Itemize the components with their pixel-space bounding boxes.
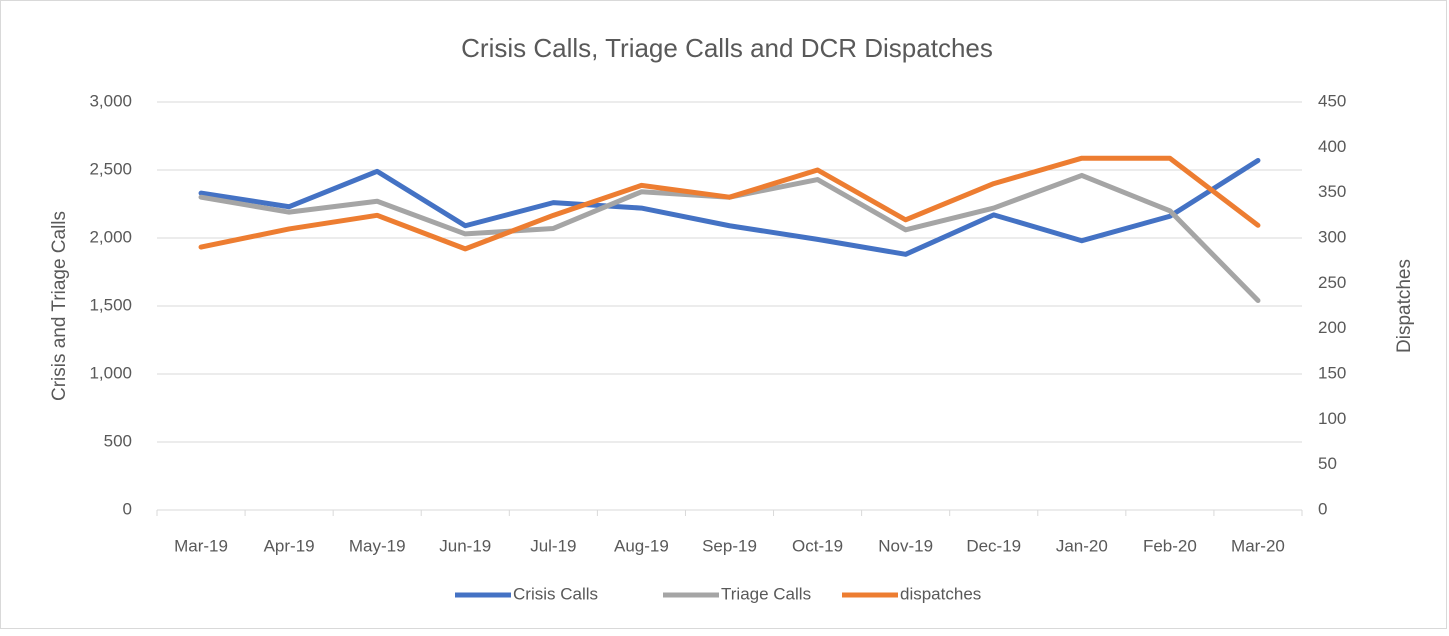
x-tick-label: Aug-19 [614, 536, 669, 555]
chart-title: Crisis Calls, Triage Calls and DCR Dispa… [461, 33, 993, 63]
x-tick-label: Dec-19 [966, 536, 1021, 555]
y2-tick-label: 450 [1318, 91, 1346, 110]
y-tick-label: 1,000 [89, 363, 132, 382]
y2-tick-label: 100 [1318, 409, 1346, 428]
series-line [198, 157, 1261, 257]
y2-tick-label: 0 [1318, 499, 1327, 518]
y-tick-label: 1,500 [89, 295, 132, 314]
y2-tick-label: 200 [1318, 318, 1346, 337]
x-tick-label: Jun-19 [439, 536, 491, 555]
legend-label: Crisis Calls [513, 584, 598, 603]
x-tick-label: Feb-20 [1143, 536, 1197, 555]
y2-tick-label: 250 [1318, 273, 1346, 292]
y2-tick-label: 400 [1318, 137, 1346, 156]
y-tick-label: 500 [104, 431, 132, 450]
x-tick-label: Sep-19 [702, 536, 757, 555]
y2-tick-label: 150 [1318, 363, 1346, 382]
x-tick-label: Apr-19 [264, 536, 315, 555]
y2-tick-label: 350 [1318, 182, 1346, 201]
y-tick-label: 2,000 [89, 227, 132, 246]
x-tick-label: Nov-19 [878, 536, 933, 555]
y-axis-title: Crisis and Triage Calls [49, 211, 70, 401]
x-tick-label: May-19 [349, 536, 406, 555]
x-tick-label: Mar-20 [1231, 536, 1285, 555]
y-tick-label: 2,500 [89, 159, 132, 178]
x-tick-label: Mar-19 [174, 536, 228, 555]
legend-label: Triage Calls [721, 584, 811, 603]
y2-tick-label: 300 [1318, 227, 1346, 246]
x-tick-label: Jul-19 [530, 536, 576, 555]
series-line [198, 155, 1261, 252]
y-tick-label: 3,000 [89, 91, 132, 110]
x-tick-label: Jan-20 [1056, 536, 1108, 555]
y2-tick-label: 50 [1318, 454, 1337, 473]
x-tick-label: Oct-19 [792, 536, 843, 555]
y-tick-label: 0 [123, 499, 132, 518]
y2-axis-title: Dispatches [1394, 259, 1415, 353]
legend-label: dispatches [900, 584, 981, 603]
